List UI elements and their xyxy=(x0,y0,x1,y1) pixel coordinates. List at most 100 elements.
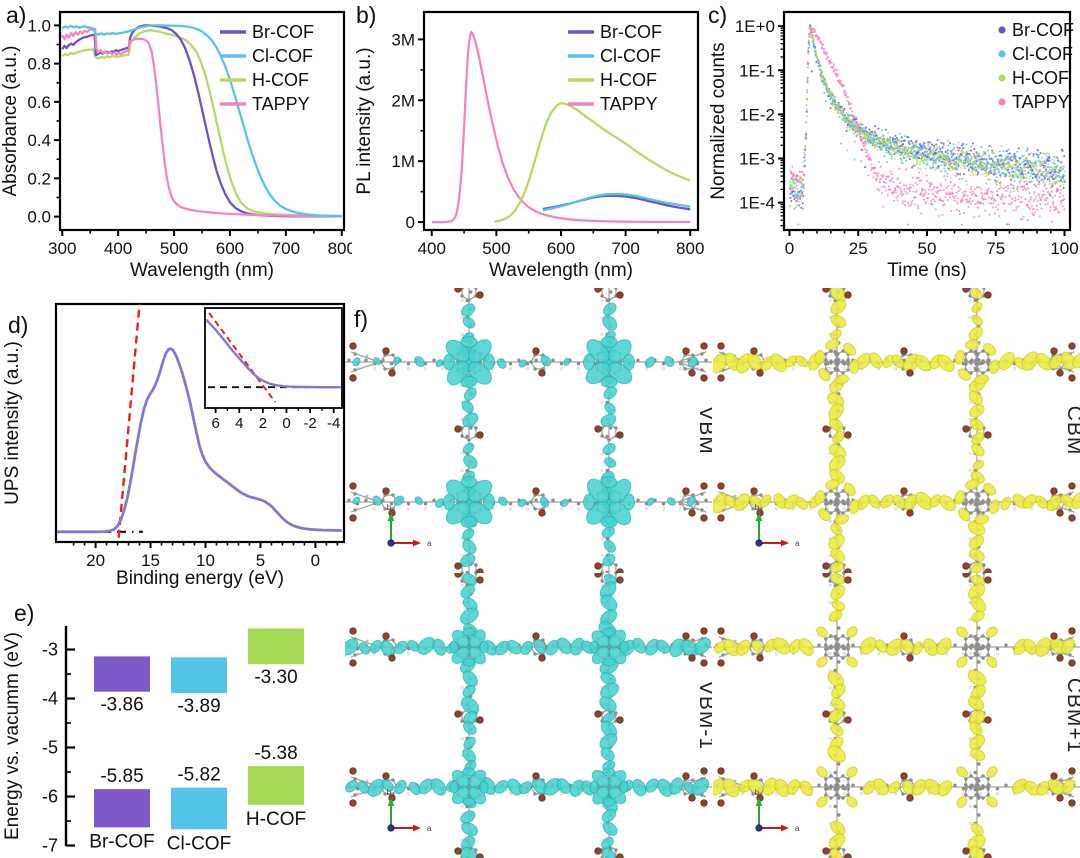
material-label-Br-COF: Br-COF xyxy=(89,831,154,852)
svg-text:0.4: 0.4 xyxy=(27,131,51,150)
cbm-box-Br-COF xyxy=(94,656,150,692)
svg-text:700: 700 xyxy=(272,239,300,258)
vbm-value-H-COF: -5.38 xyxy=(254,743,297,764)
svg-text:1E-2: 1E-2 xyxy=(739,105,775,124)
legend-label-Cl-COF: Cl-COF xyxy=(600,46,661,66)
svg-text:b: b xyxy=(387,503,392,512)
svg-text:a: a xyxy=(427,824,432,833)
d-xlabel: Binding energy (eV) xyxy=(116,568,284,589)
legend-label-Cl-COF: Cl-COF xyxy=(1012,44,1073,64)
svg-text:1E-4: 1E-4 xyxy=(739,194,775,213)
axis-triad: ab xyxy=(755,503,800,548)
e-axis: -3 -4 -5 -6 -7 xyxy=(42,626,75,856)
legend-label-Cl-COF: Cl-COF xyxy=(252,46,313,66)
bromine-atoms xyxy=(349,288,708,573)
vbm-value-Cl-COF: -5.82 xyxy=(177,765,220,786)
skeleton xyxy=(345,573,712,858)
e-bars: -3.86 -5.85 Br-COF -3.89 -5.82 Cl-COF -3.30 -5.… xyxy=(89,628,306,854)
axis-origin-dot xyxy=(755,824,763,832)
svg-text:50: 50 xyxy=(918,239,937,258)
legend-label-TAPPY: TAPPY xyxy=(252,94,310,114)
orbital-isosurfaces xyxy=(352,302,699,568)
panel-letter-e: e) xyxy=(14,600,35,626)
legend: Br-COF Cl-COF H-COF TAPPY xyxy=(220,22,314,114)
axis-triad: ab xyxy=(387,788,432,833)
series-Br-COF xyxy=(61,24,342,218)
svg-text:0.6: 0.6 xyxy=(27,93,51,112)
svg-text:-4: -4 xyxy=(327,415,340,432)
axis-arrow-b xyxy=(755,513,763,521)
series-H-COF xyxy=(61,29,342,218)
panel-b-pl-chart: 400 500 600 700 800 0 1M 2M 3M Wavelength (nm) PL … xyxy=(354,10,704,281)
svg-text:4: 4 xyxy=(235,415,243,432)
x-axis: 0 25 50 75 100 xyxy=(785,230,1079,258)
panel-letter-b: b) xyxy=(356,2,377,28)
legend-label-TAPPY: TAPPY xyxy=(600,94,658,114)
svg-text:2: 2 xyxy=(259,415,267,432)
series-TAPPY xyxy=(431,30,691,224)
svg-text:400: 400 xyxy=(418,239,446,258)
legend-label-H-COF: H-COF xyxy=(252,70,309,90)
orbital-isosurfaces xyxy=(713,288,1080,573)
a-ylabel: Absorbance (a.u.) xyxy=(0,45,21,196)
svg-text:a: a xyxy=(795,539,800,548)
svg-text:0: 0 xyxy=(406,213,415,232)
axis-arrow-b xyxy=(387,513,395,521)
fit-line-dashed xyxy=(117,303,141,538)
svg-text:6: 6 xyxy=(211,415,219,432)
b-xlabel: Wavelength (nm) xyxy=(489,260,633,281)
quadrant-CBM+1: ab CBM+1 xyxy=(713,573,1080,858)
axis-arrow-a xyxy=(413,539,421,547)
series xyxy=(61,24,342,218)
svg-text:1E+0: 1E+0 xyxy=(735,17,775,36)
scatter-series xyxy=(788,24,1066,226)
axis-arrow-a xyxy=(781,539,789,547)
axis-triad: ab xyxy=(755,788,800,833)
axis-origin-dot xyxy=(387,539,395,547)
svg-text:2M: 2M xyxy=(391,91,415,110)
svg-text:500: 500 xyxy=(482,239,510,258)
a-xlabel: Wavelength (nm) xyxy=(130,260,274,281)
svg-text:300: 300 xyxy=(48,239,76,258)
d-content xyxy=(57,303,342,538)
orbital-isosurfaces xyxy=(345,573,711,858)
scatter-H-COF xyxy=(788,26,1066,209)
panel-a-absorbance-chart: 300 400 500 600 700 800 0.0 0.2 0.4 0.6 0.8 1.0 Wave… xyxy=(0,10,352,281)
panel-e-energy-diagram: -3 -4 -5 -6 -7 Energy vs. vacumm (eV) -3.86 -5.… xyxy=(2,626,306,856)
svg-text:800: 800 xyxy=(676,239,704,258)
panel-letter-f: f) xyxy=(354,306,369,332)
svg-text:-7: -7 xyxy=(42,836,58,856)
svg-text:1E-3: 1E-3 xyxy=(739,150,775,169)
legend: Br-COF Cl-COF H-COF TAPPY xyxy=(998,20,1074,112)
panel-letter-c: c) xyxy=(708,2,728,28)
vbm-box-Br-COF xyxy=(94,789,150,828)
legend-swatch-TAPPY xyxy=(998,98,1006,106)
d-ylabel: UPS intensity (a.u.) xyxy=(2,341,23,505)
axis-origin-dot xyxy=(387,824,395,832)
panel-letter-a: a) xyxy=(6,2,27,28)
skeleton xyxy=(345,288,712,573)
cbm-box-Cl-COF xyxy=(171,657,227,694)
x-axis: 20 15 10 5 0 xyxy=(72,542,339,570)
svg-text:0.0: 0.0 xyxy=(27,208,51,227)
panel-c-decay-chart: 0 25 50 75 100 1E+0 1E-1 1E-2 1E-3 1E-4 Time (ns) N… xyxy=(708,10,1079,281)
bromine-atoms xyxy=(717,573,1076,858)
plot-frame xyxy=(54,302,346,544)
svg-text:10: 10 xyxy=(196,551,215,570)
svg-text:100: 100 xyxy=(1050,239,1078,258)
svg-text:b: b xyxy=(755,503,760,512)
bromine-atoms xyxy=(349,573,708,858)
svg-text:0: 0 xyxy=(282,415,290,432)
y-axis: 0.0 0.2 0.4 0.6 0.8 1.0 xyxy=(27,16,60,227)
legend-swatch-H-COF xyxy=(998,74,1006,82)
svg-text:0.8: 0.8 xyxy=(27,55,51,74)
legend-label-H-COF: H-COF xyxy=(600,70,657,90)
c-ylabel: Normalized counts xyxy=(708,42,729,199)
orbital-isosurfaces xyxy=(713,573,1076,858)
orbital-label-CBM: CBM xyxy=(1063,406,1080,456)
svg-text:-6: -6 xyxy=(42,787,58,807)
material-label-H-COF: H-COF xyxy=(246,809,306,830)
svg-text:-3: -3 xyxy=(42,640,58,660)
